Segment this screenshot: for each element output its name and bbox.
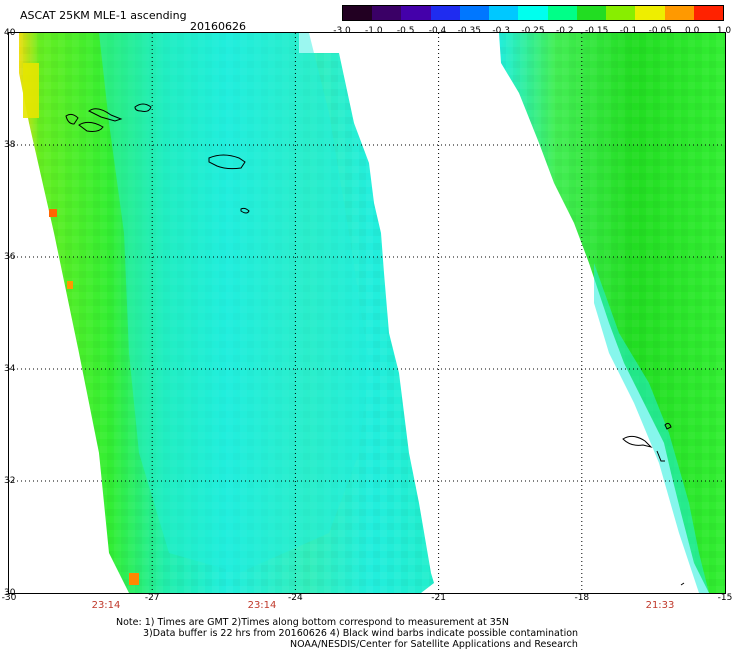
colorbar-segment	[489, 6, 519, 20]
island	[134, 103, 152, 112]
colorbar-segment	[635, 6, 665, 20]
map-date: 20160626	[190, 20, 246, 33]
island	[208, 154, 246, 170]
island	[656, 450, 665, 462]
colorbar-tick-label: -0.3	[492, 26, 510, 36]
swath-right-core	[594, 263, 709, 593]
swath-time-label: 21:33	[645, 600, 675, 611]
island	[664, 422, 672, 430]
island	[622, 435, 653, 448]
island	[65, 113, 79, 125]
longitude-label: -18	[574, 593, 590, 603]
island	[78, 121, 104, 132]
edge-pixel	[129, 573, 139, 585]
longitude-label: -15	[717, 593, 733, 603]
latitude-label: 40	[4, 28, 16, 38]
note-line-3: NOAA/NESDIS/Center for Satellite Applica…	[290, 639, 578, 650]
edge-pixel	[67, 281, 73, 289]
longitude-label: -24	[288, 593, 303, 603]
latitude-label: 30	[4, 588, 16, 598]
longitude-label: -30	[1, 593, 17, 603]
island	[240, 207, 250, 214]
colorbar-tick-label: -1.0	[365, 26, 383, 36]
colorbar-segment	[547, 6, 577, 20]
colorbar-segment	[430, 6, 460, 20]
latitude-label: 38	[4, 140, 16, 150]
colorbar-segment	[693, 6, 724, 20]
latitude-label: 34	[4, 364, 16, 374]
colorbar	[342, 5, 724, 21]
edge-pixel	[49, 209, 57, 217]
colorbar-segment	[372, 6, 402, 20]
colorbar-tick-label: -3.0	[333, 26, 351, 36]
swath-left-core	[99, 33, 369, 573]
island	[680, 582, 685, 586]
colorbar-tick-label: -0.2	[556, 26, 574, 36]
swath-time-label: 23:14	[91, 600, 121, 611]
colorbar-tick-label: -0.05	[648, 26, 672, 36]
note-line-2: 3)Data buffer is 22 hrs from 20160626 4)…	[143, 628, 579, 639]
note-line-1: Note: 1) Times are GMT 2)Times along bot…	[116, 617, 509, 628]
latitude-label: 36	[4, 252, 16, 262]
colorbar-segment	[401, 6, 431, 20]
map-canvas	[9, 33, 725, 593]
longitude-label: -21	[431, 593, 446, 603]
colorbar-tick-label: -0.4	[428, 26, 447, 36]
map-area[interactable]	[8, 32, 726, 594]
coastlines	[65, 103, 685, 586]
colorbar-tick-label: -0.25	[521, 26, 545, 36]
colorbar-segment	[518, 6, 548, 20]
colorbar-tick-label: -0.5	[396, 26, 415, 36]
swath-time-label: 23:14	[247, 600, 277, 611]
colorbar-tick-label: 1.0	[716, 26, 732, 36]
colorbar-segment	[576, 6, 607, 20]
island	[88, 108, 123, 122]
map-title: ASCAT 25KM MLE-1 ascending	[20, 9, 187, 22]
colorbar-segment	[606, 6, 636, 20]
colorbar-tick-label: -0.15	[585, 26, 609, 36]
colorbar-segment	[664, 6, 694, 20]
colorbar-segment	[343, 6, 373, 20]
map-grid	[9, 33, 725, 593]
latitude-label: 32	[4, 476, 16, 486]
colorbar-tick-label: 0.0	[684, 26, 700, 36]
colorbar-tick-label: -0.1	[619, 26, 638, 36]
edge-pixel	[23, 63, 39, 118]
longitude-label: -27	[144, 593, 160, 603]
colorbar-tick-label: -0.35	[457, 26, 481, 36]
colorbar-segment	[459, 6, 490, 20]
